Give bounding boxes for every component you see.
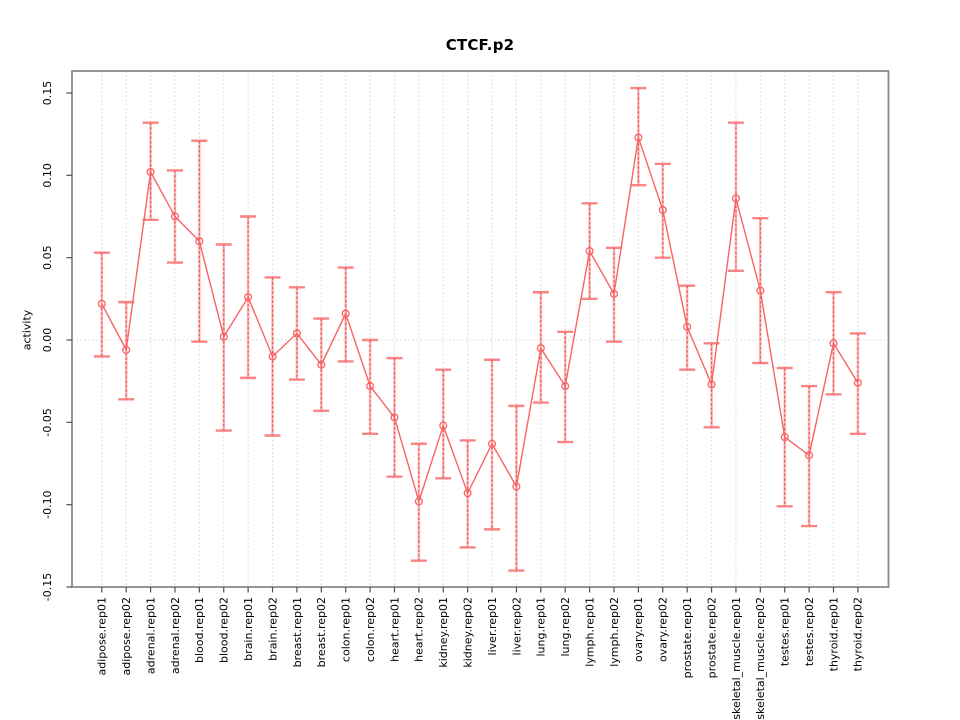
- x-tick-label: breast.rep02: [315, 597, 328, 667]
- data-point: [658, 205, 667, 214]
- x-tick-label: liver.rep02: [510, 597, 523, 655]
- data-point: [805, 451, 814, 460]
- x-tick-label: thyroid.rep02: [852, 597, 865, 671]
- data-point: [536, 344, 545, 353]
- x-tick-label: brain.rep01: [242, 597, 255, 661]
- data-point: [366, 382, 375, 391]
- x-tick-label: lymph.rep02: [608, 597, 621, 667]
- x-tick-label: adipose.rep02: [120, 597, 133, 676]
- x-tick-label: lymph.rep01: [583, 597, 596, 667]
- data-point: [170, 212, 180, 221]
- x-tick-label: adrenal.rep01: [144, 597, 157, 674]
- data-point: [122, 345, 131, 354]
- y-tick-label: -0.10: [41, 490, 54, 518]
- data-point: [756, 286, 765, 295]
- x-tick-label: liver.rep01: [486, 597, 499, 655]
- y-tick-label: -0.05: [41, 408, 54, 436]
- x-tick-label: brain.rep02: [266, 597, 279, 661]
- data-point: [97, 299, 106, 308]
- x-tick-label: adrenal.rep02: [169, 597, 182, 674]
- x-tick-label: ovary.rep01: [632, 597, 645, 662]
- data-point: [512, 482, 521, 491]
- data-point: [268, 352, 277, 361]
- data-point: [585, 247, 594, 256]
- data-point: [292, 329, 301, 338]
- data-point: [146, 167, 155, 177]
- chart-title: CTCF.p2: [445, 36, 515, 54]
- data-point: [707, 380, 716, 389]
- x-tick-label: heart.rep01: [388, 597, 401, 662]
- data-point: [731, 194, 740, 203]
- data-point: [561, 382, 570, 391]
- x-tick-label: testes.rep02: [803, 597, 816, 666]
- data-point: [317, 360, 326, 369]
- y-tick-label: 0.05: [41, 245, 54, 270]
- data-point: [609, 289, 619, 298]
- x-tick-label: blood.rep02: [218, 597, 231, 663]
- y-tick-label: 0.15: [41, 81, 54, 106]
- series-line: [101, 137, 859, 504]
- data-point: [634, 133, 643, 142]
- x-tick-label: heart.rep02: [413, 597, 426, 662]
- x-tick-label: prostate.rep01: [681, 597, 694, 678]
- x-tick-label: adipose.rep01: [96, 597, 109, 676]
- y-tick-label: -0.15: [41, 573, 54, 601]
- data-point: [244, 293, 253, 302]
- y-tick-label: 0.10: [41, 163, 54, 188]
- data-point: [780, 433, 789, 442]
- data-point: [195, 237, 204, 246]
- x-tick-label: colon.rep01: [340, 597, 353, 662]
- y-tick-label: 0.00: [41, 328, 54, 353]
- x-tick-label: blood.rep01: [193, 597, 206, 663]
- data-point: [683, 322, 692, 331]
- data-point: [414, 497, 423, 506]
- x-tick-label: testes.rep01: [779, 597, 792, 666]
- x-tick-label: lung.rep01: [535, 597, 548, 657]
- x-tick-label: lung.rep02: [559, 597, 572, 657]
- data-point: [487, 439, 497, 448]
- x-tick-label: skeletal_muscle.rep01: [730, 597, 743, 720]
- x-tick-label: ovary.rep02: [657, 597, 670, 662]
- x-tick-label: prostate.rep02: [705, 597, 718, 678]
- data-point: [829, 339, 838, 348]
- data-point: [341, 309, 350, 318]
- data-point: [439, 421, 448, 430]
- x-tick-label: thyroid.rep01: [827, 597, 840, 671]
- x-tick-label: colon.rep02: [364, 597, 377, 662]
- x-tick-label: breast.rep01: [291, 597, 304, 667]
- x-tick-label: kidney.rep02: [462, 597, 475, 668]
- data-point: [219, 332, 228, 341]
- plot-border: [71, 70, 890, 588]
- x-tick-label: skeletal_muscle.rep02: [754, 597, 767, 720]
- data-point: [463, 489, 472, 498]
- data-point: [853, 378, 862, 387]
- data-point: [390, 413, 399, 422]
- x-tick-label: kidney.rep01: [437, 597, 450, 668]
